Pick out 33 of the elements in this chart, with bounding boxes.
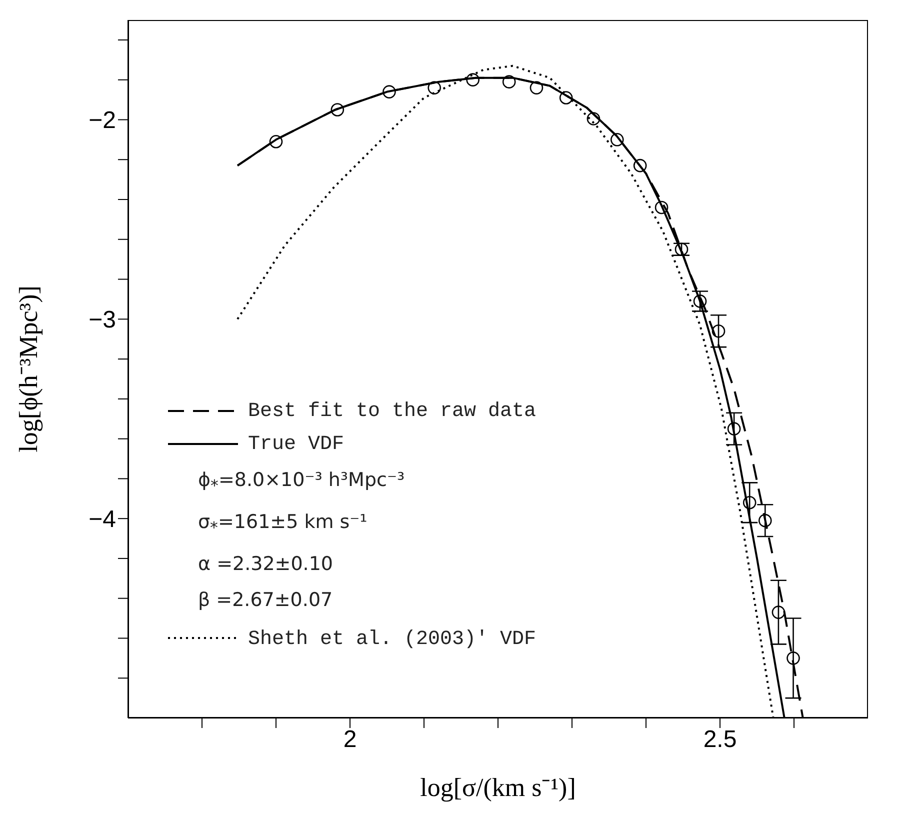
point [772,606,786,619]
x-tick-label: 2.5 [703,726,737,754]
legend-label: Sheth et al. (2003)' VDF [248,628,536,651]
point [559,91,573,104]
point [586,112,600,126]
point [742,496,756,510]
point [693,294,707,308]
point [502,75,516,88]
point [786,652,800,665]
point [530,81,544,94]
point [269,135,283,148]
point [428,81,442,94]
point [654,200,668,214]
point [610,133,624,146]
annotation: β =2.67±0.07 [198,588,334,613]
x-axis-title: log[σ/(km s⁻¹)] [420,773,576,802]
annotation: ϕ$_{*}$=8.0×10⁻³ h³Mpc⁻³ [198,468,406,497]
point [466,73,480,86]
annotation: σ$_{*}$=161±5 km s⁻¹ [198,510,368,539]
point [727,422,741,436]
y-tick-label: −3 [88,306,116,334]
point [633,158,647,172]
point [330,103,344,116]
x-tick-label: 2 [343,726,357,754]
point [382,85,396,98]
y-tick-label: −4 [88,506,116,534]
legend-label: Best fit to the raw data [248,400,536,423]
y-axis-title: log[ϕ(h⁻³Mpc³)] [14,286,44,452]
annotation: α =2.32±0.10 [198,552,334,577]
point [712,324,726,338]
point [758,514,772,528]
legend-label: True VDF [248,432,344,456]
y-tick-label: −2 [88,107,116,134]
